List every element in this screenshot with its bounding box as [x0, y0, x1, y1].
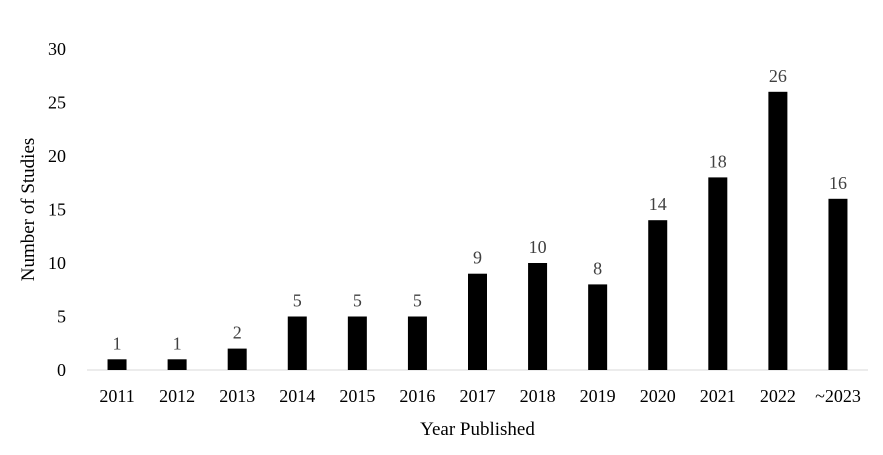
y-axis-title: Number of Studies — [18, 138, 39, 282]
bar-2023 — [828, 198, 848, 370]
data-label: 1 — [173, 333, 182, 353]
bar-2013 — [227, 348, 247, 370]
data-label: 26 — [769, 66, 787, 86]
x-tick-label: 2017 — [460, 386, 496, 406]
x-tick-label: ~2023 — [815, 386, 861, 406]
bar-2018 — [528, 263, 548, 370]
x-axis-ticks: 2011 2012 2013 2014 2015 2016 2017 2018 2019 2020… — [99, 386, 860, 406]
x-tick-label: 2018 — [520, 386, 556, 406]
x-tick-label: 2019 — [580, 386, 616, 406]
x-tick-label: 2021 — [700, 386, 736, 406]
bar-2017 — [468, 273, 487, 370]
bar-2012 — [167, 359, 187, 370]
bars — [107, 91, 848, 371]
data-label: 8 — [593, 258, 602, 278]
x-tick-label: 2016 — [399, 386, 435, 406]
data-label: 9 — [473, 248, 482, 268]
x-tick-label: 2014 — [279, 386, 315, 406]
y-tick-label: 15 — [48, 200, 66, 220]
y-tick-label: 0 — [57, 360, 66, 380]
data-label: 5 — [353, 291, 362, 311]
data-label: 5 — [413, 291, 422, 311]
bar-2014 — [287, 316, 307, 370]
data-label: 14 — [649, 194, 667, 214]
bar-2019 — [588, 284, 608, 370]
bar-2011 — [107, 359, 127, 370]
bar-2015 — [347, 316, 367, 370]
x-tick-label: 2015 — [339, 386, 375, 406]
x-tick-label: 2011 — [99, 386, 134, 406]
y-tick-label: 10 — [48, 253, 66, 273]
data-label: 1 — [113, 333, 122, 353]
x-tick-label: 2012 — [159, 386, 195, 406]
data-label: 2 — [233, 323, 242, 343]
x-tick-label: 2022 — [760, 386, 796, 406]
bar-2020 — [648, 220, 668, 370]
y-tick-label: 25 — [48, 93, 66, 113]
y-tick-label: 5 — [57, 307, 66, 327]
x-tick-label: 2020 — [640, 386, 676, 406]
data-label: 10 — [529, 237, 547, 257]
data-label: 18 — [709, 151, 727, 171]
y-tick-label: 30 — [48, 39, 66, 59]
bar-2016 — [407, 316, 427, 370]
y-axis-ticks: 0 5 10 15 20 25 30 — [48, 39, 66, 380]
data-label: 16 — [829, 173, 847, 193]
bar-2021 — [708, 177, 728, 370]
y-tick-label: 20 — [48, 146, 66, 166]
x-tick-label: 2013 — [219, 386, 255, 406]
bar-2022 — [768, 91, 788, 371]
data-labels: 1 1 2 5 5 5 9 10 8 14 18 26 16 — [113, 66, 847, 353]
data-label: 5 — [293, 291, 302, 311]
x-axis-title: Year Published — [420, 419, 535, 440]
